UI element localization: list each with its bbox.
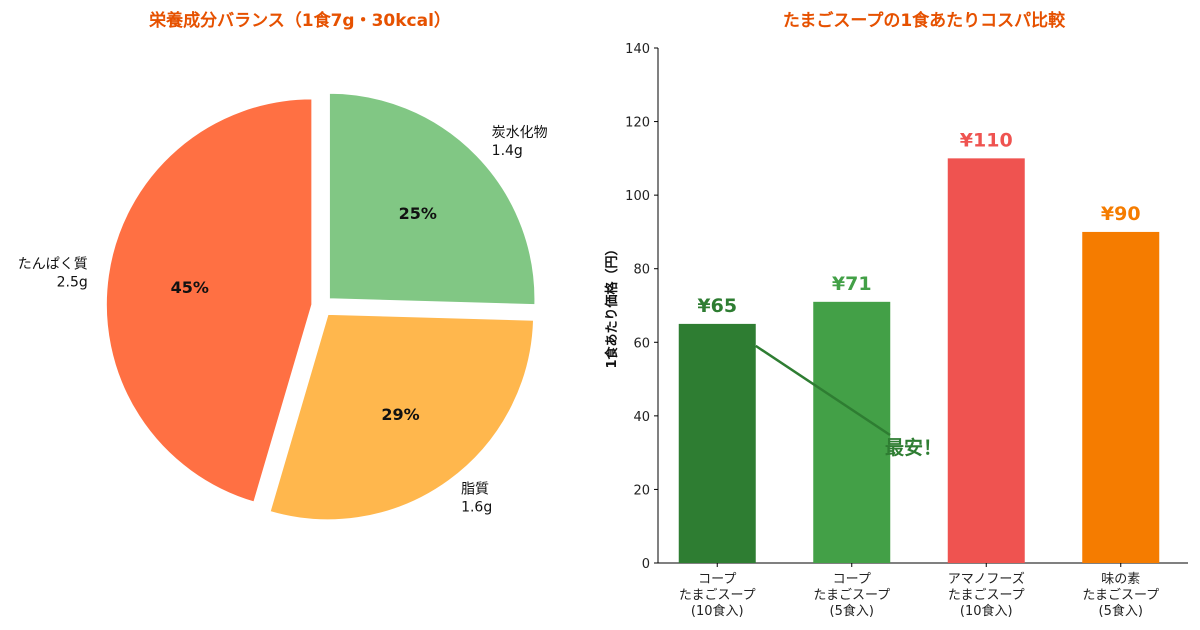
pie-slice-label: たんぱく質 (18, 256, 88, 272)
pie-percent-label: 25% (399, 204, 437, 223)
y-axis-label: 1食あたり価格（円） (604, 242, 620, 368)
pie-slice (268, 313, 535, 521)
annotation-arrow (755, 344, 891, 437)
bar-value-label: ¥90 (1101, 203, 1141, 225)
y-tick-label: 100 (625, 189, 650, 204)
y-tick-label: 0 (642, 557, 650, 572)
x-tick-label: コープ (833, 572, 871, 587)
pie-slice-amount: 2.5g (57, 274, 88, 290)
bar (678, 323, 756, 563)
x-tick-label: コープ (698, 572, 736, 587)
y-tick-label: 120 (625, 116, 650, 131)
y-tick-label: 80 (633, 263, 650, 278)
pie-title: 栄養成分バランス（1食7g・30kcal） (148, 10, 451, 31)
x-tick-label: 味の素 (1101, 572, 1140, 587)
y-tick-label: 20 (633, 483, 650, 498)
y-tick-label: 60 (633, 336, 650, 351)
bar-value-label: ¥65 (697, 295, 737, 317)
x-tick-label: たまごスープ (948, 587, 1025, 603)
pie-slice (328, 92, 536, 306)
bar (1082, 231, 1160, 563)
annotation-label: 最安！ (885, 436, 942, 459)
bar (947, 158, 1025, 563)
x-tick-label: たまごスープ (1082, 587, 1159, 603)
x-tick-label: たまごスープ (679, 587, 756, 603)
pie-slice (105, 97, 313, 504)
pie-percent-label: 45% (171, 278, 209, 297)
x-tick-label: (10食入) (691, 603, 744, 619)
x-tick-label: アマノフーズ (948, 571, 1025, 587)
pie-slice-amount: 1.6g (461, 499, 492, 515)
bar-value-label: ¥110 (960, 129, 1013, 151)
x-tick-label: (10食入) (960, 603, 1013, 619)
y-tick-label: 40 (633, 410, 650, 425)
x-tick-label: (5食入) (1099, 603, 1143, 619)
bar-value-label: ¥71 (832, 273, 872, 295)
x-tick-label: (5食入) (830, 603, 874, 619)
pie-slice-label: 脂質 (461, 481, 489, 497)
bar-title: たまごスープの1食あたりコスパ比較 (783, 10, 1066, 31)
pie-percent-label: 29% (381, 405, 419, 424)
y-tick-label: 140 (625, 42, 650, 57)
bar (813, 301, 891, 563)
pie-slice-label: 炭水化物 (492, 125, 548, 141)
pie-slice-amount: 1.4g (492, 143, 523, 159)
pie-chart: 45% たんぱく質 2.5g 29% 脂質 1.6g 25% 炭水化物 1.4g (18, 92, 548, 521)
x-tick-label: たまごスープ (813, 587, 890, 603)
